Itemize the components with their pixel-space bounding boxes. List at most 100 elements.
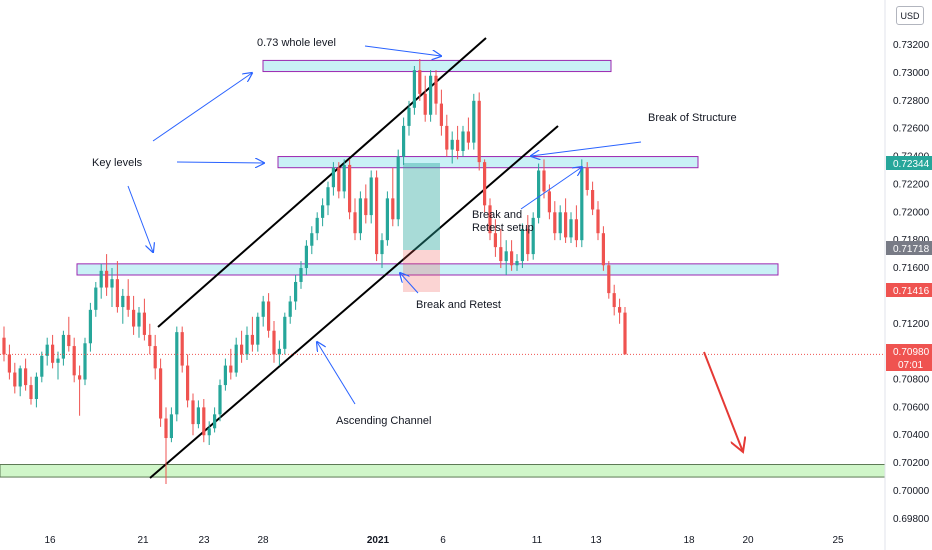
tag-p1: 0.72344 — [893, 159, 930, 170]
candle-body — [326, 187, 330, 206]
candle-body — [456, 139, 460, 151]
y-tick-label: 0.69800 — [893, 514, 930, 525]
candle-body — [596, 209, 600, 234]
candle-body — [13, 372, 17, 387]
candle-body — [358, 198, 362, 234]
zone-2 — [76, 263, 779, 276]
x-tick-label: 16 — [44, 535, 56, 546]
candle-body — [493, 233, 497, 248]
candle-body — [180, 332, 184, 366]
candle-body — [67, 334, 71, 347]
candle-body — [412, 70, 416, 108]
candle-body — [483, 162, 487, 206]
candle-body — [466, 131, 470, 143]
candle-body — [439, 103, 443, 126]
candle-body — [429, 75, 433, 115]
candle-body — [348, 164, 352, 213]
candle-body — [245, 334, 249, 355]
currency-button[interactable]: USD — [896, 6, 924, 25]
label-key-levels: Key levels — [92, 157, 143, 169]
candle-body — [520, 229, 524, 262]
arrow-setup — [520, 167, 582, 210]
candle-body — [164, 418, 168, 439]
candle-body — [218, 385, 222, 415]
candle-body — [142, 312, 146, 335]
candle-body — [61, 334, 65, 359]
candle-body — [159, 368, 163, 419]
candle-body — [99, 270, 103, 288]
candle-body — [612, 293, 616, 308]
candle-body — [272, 330, 276, 355]
candle-body — [40, 355, 44, 377]
candle-body — [547, 191, 551, 213]
label-whole-level: 0.73 whole level — [257, 37, 336, 49]
candle-body — [321, 205, 325, 218]
candle-body — [277, 348, 281, 355]
candle-body — [304, 245, 308, 269]
candle-body — [250, 334, 254, 345]
candle-body — [353, 212, 357, 234]
x-tick-label: 11 — [532, 535, 543, 546]
y-tick-label: 0.73200 — [893, 40, 930, 51]
candle-body — [315, 217, 319, 234]
candle-body — [537, 170, 541, 218]
candle-body — [153, 346, 157, 369]
x-tick-label: 25 — [832, 535, 844, 546]
candle-body — [105, 270, 109, 288]
label-setup-line1: Break and — [472, 209, 522, 221]
candle-body — [51, 344, 55, 363]
candle-body — [531, 217, 535, 255]
candle-body — [45, 344, 49, 356]
candle-body — [601, 233, 605, 266]
candle-body — [240, 344, 244, 355]
x-tick-label: 28 — [257, 535, 269, 546]
arrow-key-low — [127, 185, 153, 252]
candle-body — [110, 279, 114, 288]
candle-body — [7, 354, 11, 373]
label-break-and-retest: Break and Retest — [416, 299, 501, 311]
candle-body — [132, 309, 136, 327]
candle-body — [94, 287, 98, 310]
candle-body — [29, 385, 33, 400]
arrow-retest — [400, 273, 419, 294]
candle-body — [542, 170, 546, 192]
candle-body — [207, 428, 211, 436]
candle-body — [461, 131, 465, 151]
candle-body — [337, 167, 341, 192]
candle-body — [574, 219, 578, 241]
y-tick-label: 0.73000 — [893, 68, 930, 79]
y-tick-label: 0.72000 — [893, 207, 930, 218]
candle-body — [553, 212, 557, 234]
candles-layer — [2, 59, 627, 485]
candle-body — [186, 365, 190, 401]
candle-body — [2, 337, 6, 355]
candle-body — [148, 334, 152, 347]
candle-body — [310, 233, 314, 246]
candle-body — [450, 139, 454, 150]
arrow-projection — [703, 351, 743, 452]
candle-body — [175, 332, 179, 415]
candle-body — [191, 400, 195, 425]
candle-body — [229, 365, 233, 373]
candle-body — [515, 261, 519, 266]
candle-body — [196, 407, 200, 425]
candle-body — [261, 301, 265, 317]
candle-body — [213, 414, 217, 429]
candle-body — [56, 358, 60, 363]
y-tick-label: 0.70200 — [893, 458, 930, 469]
candle-body — [580, 167, 584, 241]
candle-body — [623, 312, 627, 355]
y-tick-label: 0.70600 — [893, 402, 930, 413]
candle-body — [564, 212, 568, 238]
candle-body — [169, 414, 173, 439]
candle-body — [445, 125, 449, 150]
candle-body — [283, 316, 287, 349]
candle-body — [607, 265, 611, 294]
long-target-box — [403, 163, 440, 250]
arrow-bos — [531, 141, 642, 156]
setup-boxes-layer — [403, 163, 440, 292]
candle-body — [526, 229, 530, 255]
candle-body — [78, 375, 82, 380]
y-tick-label: 0.72200 — [893, 179, 930, 190]
